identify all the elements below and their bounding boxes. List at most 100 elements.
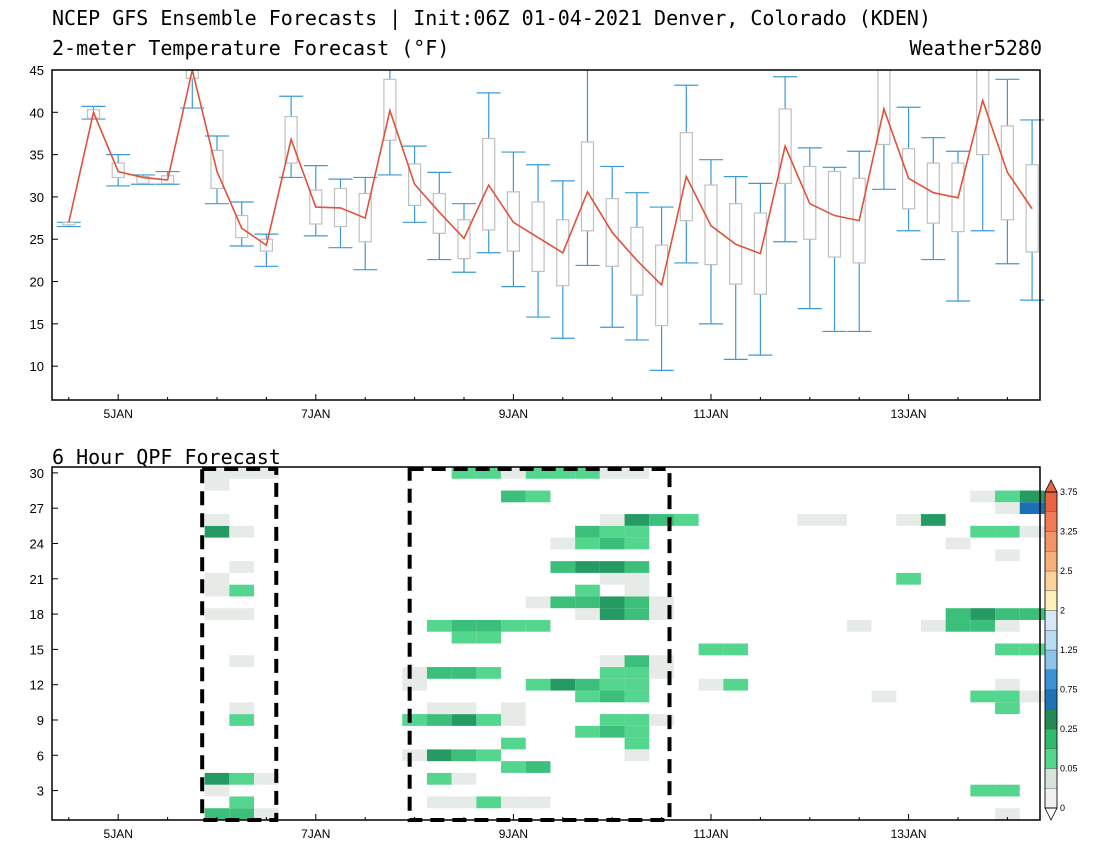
qpf-cell bbox=[575, 467, 600, 479]
qpf-cell bbox=[550, 537, 576, 550]
qpf-cell bbox=[525, 596, 551, 609]
qpf-cell bbox=[229, 561, 255, 573]
qpf-cell bbox=[575, 561, 600, 573]
x-tick-label: 9JAN bbox=[499, 407, 528, 421]
qpf-cell bbox=[624, 561, 650, 573]
qpf-cell bbox=[451, 467, 477, 479]
y-tick-label: 6 bbox=[37, 748, 44, 763]
iqr-box bbox=[630, 226, 644, 296]
qpf-cell bbox=[550, 561, 576, 573]
qpf-cell bbox=[970, 690, 996, 703]
qpf-cell bbox=[501, 490, 526, 503]
qpf-cell bbox=[1019, 608, 1045, 620]
qpf-cell bbox=[476, 631, 502, 644]
qpf-cell bbox=[525, 619, 551, 632]
colorbar-segment bbox=[1044, 491, 1058, 512]
qpf-cell bbox=[229, 584, 255, 597]
temperature-panel: 10 15 20 25 30 35 40 45 5JAN 7JAN 9JAN 11JAN 13JAN bbox=[30, 63, 1045, 421]
colorbar-segment bbox=[1044, 511, 1058, 532]
qpf-cell bbox=[624, 525, 650, 538]
qpf-cell bbox=[995, 808, 1020, 820]
qpf-cell bbox=[624, 584, 650, 597]
qpf-cell bbox=[575, 596, 600, 609]
qpf-title: 6 Hour QPF Forecast bbox=[52, 445, 281, 469]
colorbar-label: 0.75 bbox=[1060, 685, 1078, 695]
iqr-box bbox=[827, 170, 842, 258]
temperature-box bbox=[896, 106, 921, 232]
x-tick-label: 13JAN bbox=[891, 827, 927, 841]
y-tick-label: 15 bbox=[30, 317, 44, 332]
qpf-cell bbox=[426, 772, 452, 785]
qpf-cell bbox=[945, 619, 971, 632]
qpf-cell bbox=[599, 690, 625, 703]
qpf-cell bbox=[451, 631, 477, 644]
qpf-panel: 3 6 9 12 15 18 21 24 27 30 5JAN 7JAN 9JAN 11JAN 13JAN bbox=[30, 466, 1045, 841]
colorbar-segment bbox=[1044, 728, 1058, 749]
qpf-cell bbox=[599, 678, 625, 691]
qpf-cell bbox=[945, 608, 971, 620]
temperature-box bbox=[377, 70, 402, 176]
qpf-cell bbox=[970, 490, 996, 503]
iqr-box bbox=[1000, 125, 1014, 221]
qpf-cell bbox=[525, 796, 551, 809]
iqr-box bbox=[729, 203, 743, 285]
temperature-box bbox=[476, 92, 501, 254]
qpf-cell bbox=[229, 808, 255, 820]
qpf-cell bbox=[426, 619, 452, 632]
qpf-cell bbox=[624, 678, 650, 691]
qpf-cell bbox=[624, 596, 650, 609]
qpf-cell bbox=[204, 525, 230, 538]
qpf-cell bbox=[525, 678, 551, 691]
qpf-cell bbox=[995, 690, 1020, 703]
qpf-cell bbox=[426, 796, 452, 809]
colorbar-label: 2.5 bbox=[1060, 566, 1073, 576]
temperature-box bbox=[970, 69, 995, 232]
qpf-cell bbox=[624, 537, 650, 550]
temperature-box bbox=[600, 165, 625, 328]
iqr-box bbox=[62, 221, 76, 226]
qpf-cell bbox=[599, 572, 625, 585]
qpf-cell bbox=[402, 667, 427, 679]
x-tick-label: 5JAN bbox=[104, 407, 133, 421]
temperature-box bbox=[254, 233, 279, 267]
qpf-cell bbox=[970, 619, 996, 632]
x-tick-label: 9JAN bbox=[499, 827, 528, 841]
qpf-cell bbox=[599, 525, 625, 538]
colorbar-label: 0.25 bbox=[1060, 724, 1078, 734]
colorbar-label: 0.05 bbox=[1060, 764, 1078, 774]
qpf-cell bbox=[649, 514, 674, 526]
qpf-cell bbox=[624, 572, 650, 585]
qpf-cell bbox=[229, 655, 255, 668]
temperature-boxes bbox=[56, 69, 1045, 371]
temperature-box bbox=[649, 206, 674, 371]
iqr-box bbox=[654, 244, 669, 327]
qpf-cell bbox=[846, 619, 872, 632]
qpf-cell bbox=[229, 772, 255, 785]
iqr-box bbox=[580, 141, 595, 232]
iqr-box bbox=[136, 176, 150, 184]
qpf-cell bbox=[451, 702, 477, 715]
qpf-cell bbox=[599, 667, 625, 679]
qpf-cell bbox=[575, 525, 600, 538]
qpf-cell bbox=[1019, 643, 1045, 656]
qpf-cell bbox=[204, 584, 230, 597]
iqr-box bbox=[852, 177, 866, 264]
temperature-box bbox=[773, 76, 798, 243]
qpf-cell bbox=[599, 725, 625, 738]
temperature-box bbox=[822, 166, 847, 333]
temperature-box bbox=[674, 84, 699, 264]
qpf-cell bbox=[797, 514, 823, 526]
qpf-cell bbox=[599, 514, 625, 526]
temperature-box bbox=[427, 171, 452, 261]
x-tick-label: 11JAN bbox=[693, 827, 728, 841]
qpf-cell bbox=[229, 608, 255, 620]
y-tick-label: 3 bbox=[37, 784, 44, 799]
qpf-cell bbox=[649, 596, 674, 609]
qpf-cell bbox=[995, 525, 1020, 538]
temperature-box bbox=[550, 180, 575, 339]
figure-title: NCEP GFS Ensemble Forecasts | Init:06Z 0… bbox=[52, 6, 931, 30]
qpf-cell bbox=[229, 796, 255, 809]
y-tick-label: 30 bbox=[30, 466, 44, 481]
qpf-cell bbox=[451, 619, 477, 632]
temperature-box bbox=[797, 147, 822, 310]
